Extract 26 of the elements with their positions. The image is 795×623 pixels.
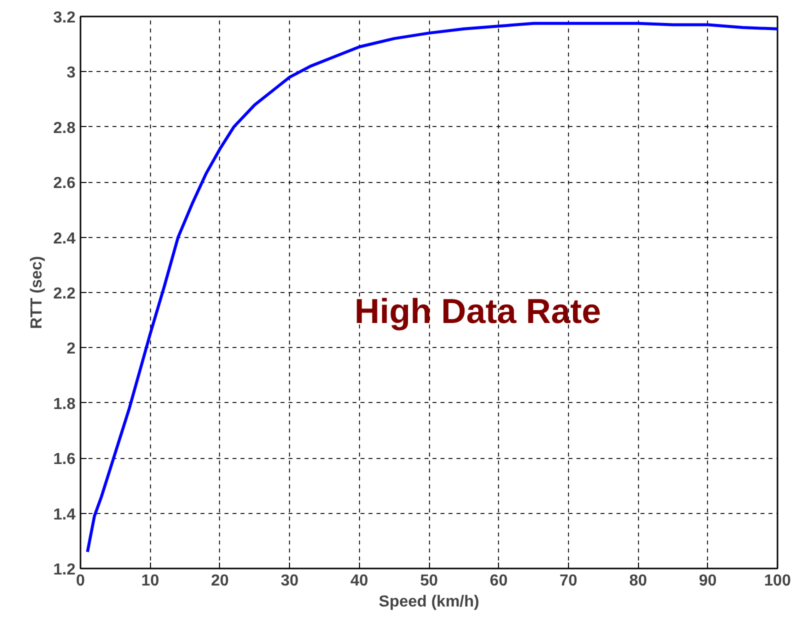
x-tick-label: 40 bbox=[350, 572, 368, 590]
y-tick-label: 1.2 bbox=[53, 562, 76, 578]
y-tick-label: 2 bbox=[66, 340, 76, 358]
x-tick-label: 10 bbox=[141, 572, 160, 590]
y-tick-label: 2.6 bbox=[53, 175, 76, 192]
annotation: High Data Rate bbox=[354, 293, 602, 332]
x-tick-label: 20 bbox=[211, 572, 229, 590]
x-axis-title: Speed (km/h) bbox=[378, 594, 480, 610]
x-tick-label: 70 bbox=[560, 572, 578, 590]
x-tick-label: 0 bbox=[76, 572, 86, 590]
y-tick-label: 1.4 bbox=[53, 506, 76, 524]
y-tick-label: 3.2 bbox=[53, 10, 76, 26]
y-tick-label: 1.8 bbox=[53, 396, 76, 413]
y-tick-label: 2.4 bbox=[53, 230, 76, 248]
y-tick-label: 1.6 bbox=[53, 451, 76, 468]
y-tick-label: 2.2 bbox=[53, 286, 76, 302]
x-tick-label: 80 bbox=[629, 572, 648, 590]
x-tick-label: 30 bbox=[280, 572, 299, 590]
y-tick-label: 3 bbox=[66, 64, 76, 82]
x-tick-label: 50 bbox=[420, 572, 438, 590]
line-series bbox=[86, 22, 778, 554]
y-tick-label: 2.8 bbox=[53, 120, 76, 137]
x-tick-label: 60 bbox=[490, 572, 508, 590]
y-axis-title: RTT (sec) bbox=[28, 256, 46, 329]
x-tick-label: 90 bbox=[698, 572, 717, 590]
x-tick-label: 100 bbox=[764, 572, 791, 590]
